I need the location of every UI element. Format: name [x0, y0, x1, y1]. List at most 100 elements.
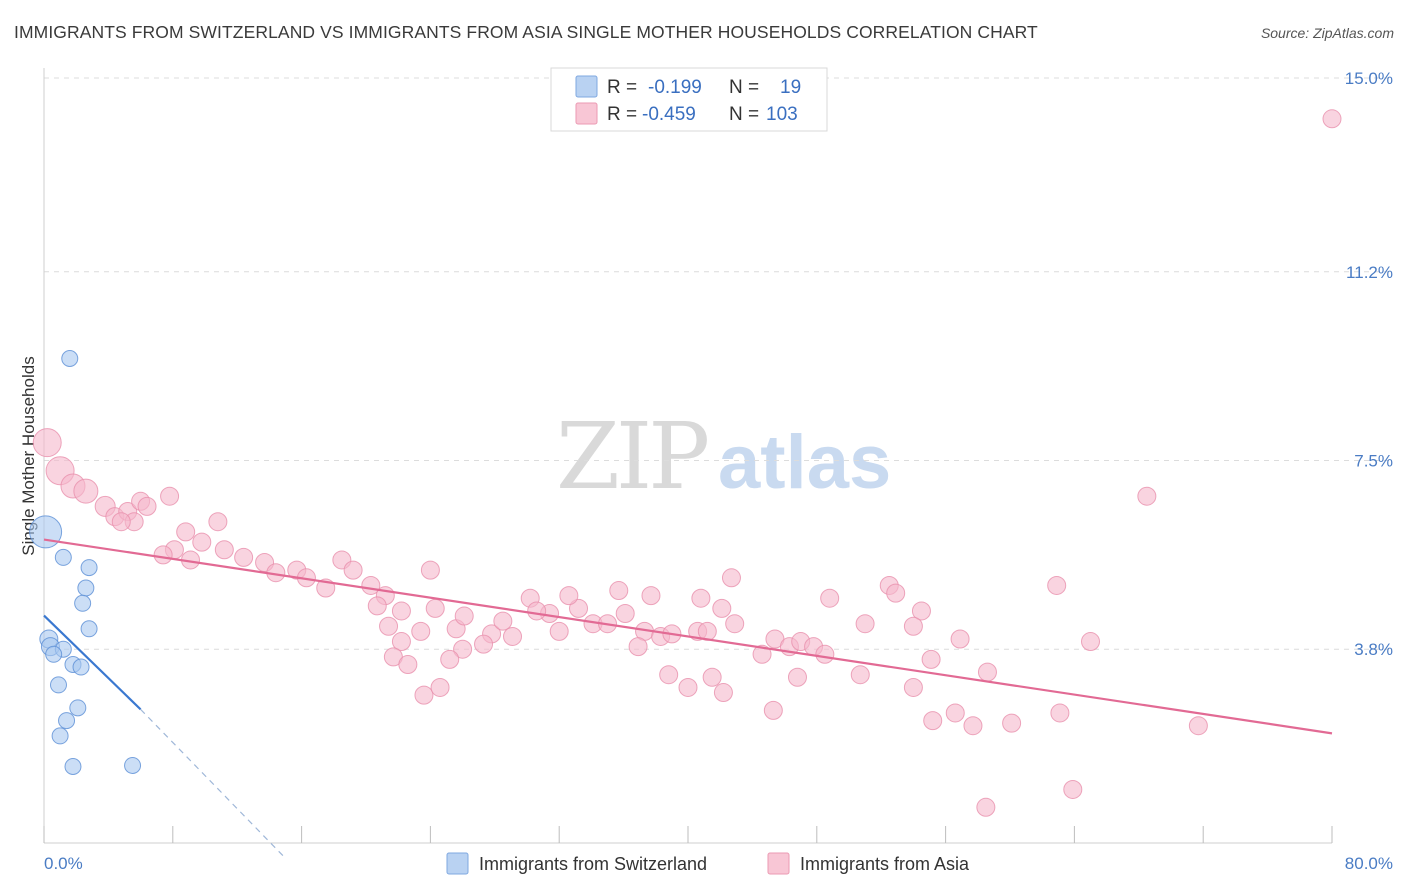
point-asia: [886, 583, 906, 603]
point-asia: [73, 478, 99, 504]
point-asia: [414, 685, 434, 705]
point-switzerland: [45, 645, 63, 663]
point-switzerland: [124, 756, 142, 774]
y-axis-label: Single Mother Households: [19, 356, 38, 555]
point-asia: [343, 560, 363, 580]
point-asia: [702, 667, 722, 687]
x-axis-ticks: [43, 826, 1333, 843]
point-asia: [160, 486, 180, 506]
legend-r-label-1: R =: [607, 77, 637, 98]
point-asia: [855, 614, 875, 634]
point-asia: [153, 545, 173, 565]
watermark-atlas: atlas: [718, 420, 891, 505]
point-asia: [137, 496, 157, 516]
y-tick-label: 15.0%: [1345, 69, 1393, 88]
point-asia: [549, 621, 569, 641]
legend-swatch-asia: [575, 102, 598, 125]
point-switzerland: [74, 594, 92, 612]
chart-title: IMMIGRANTS FROM SWITZERLAND VS IMMIGRANT…: [14, 22, 1038, 42]
y-axis-ticks: 3.8% 7.5% 11.2% 15.0%: [1345, 69, 1393, 659]
bottom-legend-label-asia: Immigrants from Asia: [800, 854, 970, 874]
point-asia: [527, 601, 547, 621]
stats-legend: R = -0.199 N = 19 R = -0.459 N = 103: [550, 67, 828, 132]
point-asia: [1002, 713, 1022, 733]
point-asia: [945, 703, 965, 723]
point-asia: [911, 601, 931, 621]
legend-r-value-1: -0.199: [648, 77, 702, 98]
y-tick-label: 3.8%: [1354, 640, 1393, 659]
legend-r-label-2: R =: [607, 104, 637, 125]
point-asia: [192, 532, 212, 552]
legend-swatch-switzerland: [575, 75, 598, 98]
point-asia: [111, 512, 131, 532]
point-asia: [628, 637, 648, 657]
point-asia: [391, 632, 411, 652]
point-asia: [493, 611, 513, 631]
point-switzerland: [80, 559, 98, 577]
point-asia: [503, 626, 523, 646]
point-asia: [787, 667, 807, 687]
point-asia: [725, 614, 745, 634]
point-switzerland: [29, 515, 63, 549]
point-asia: [850, 665, 870, 685]
legend-n-label-1: N =: [729, 77, 759, 98]
point-switzerland: [64, 758, 82, 775]
point-asia: [923, 711, 943, 731]
watermark-zip: ZIP: [556, 403, 707, 510]
x-tick-label-max: 80.0%: [1345, 854, 1393, 873]
point-asia: [32, 428, 62, 458]
point-asia: [474, 634, 494, 654]
point-asia: [398, 655, 418, 674]
point-switzerland: [77, 579, 95, 597]
point-asia: [820, 588, 840, 608]
point-asia: [903, 616, 923, 636]
point-asia: [609, 581, 629, 601]
point-asia: [1137, 486, 1157, 506]
point-asia: [453, 639, 473, 659]
point-asia: [615, 604, 635, 623]
point-asia: [208, 512, 228, 532]
point-asia: [367, 596, 387, 616]
point-asia: [176, 522, 196, 542]
point-switzerland: [54, 548, 72, 566]
point-asia: [950, 629, 970, 649]
point-asia: [976, 797, 996, 817]
point-asia: [1063, 779, 1083, 799]
point-asia: [903, 677, 923, 697]
point-asia: [430, 677, 450, 697]
point-asia: [440, 649, 460, 669]
point-asia: [641, 586, 661, 606]
point-switzerland: [49, 676, 67, 694]
point-asia: [234, 547, 254, 567]
point-asia: [659, 665, 679, 685]
point-asia: [713, 683, 733, 703]
grid-lines: [44, 77, 1392, 650]
trend-lines: [43, 538, 1333, 859]
point-asia: [420, 560, 440, 580]
point-asia: [214, 540, 234, 560]
point-switzerland: [51, 727, 69, 745]
point-switzerland: [61, 350, 79, 367]
legend-n-value-2: 103: [766, 104, 798, 125]
trend-line-asia: [43, 538, 1333, 735]
point-switzerland: [72, 658, 90, 676]
point-switzerland: [58, 712, 76, 730]
point-asia: [1081, 632, 1100, 652]
point-asia: [721, 568, 741, 588]
y-tick-label: 11.2%: [1346, 263, 1393, 282]
trend-line-switzerland: [43, 614, 142, 711]
point-asia: [1322, 109, 1342, 129]
bottom-legend-swatch-asia: [767, 852, 790, 875]
point-asia: [763, 700, 783, 720]
point-asia: [963, 716, 983, 736]
bottom-legend-label-switzerland: Immigrants from Switzerland: [479, 854, 707, 874]
legend-r-value-2: -0.459: [642, 104, 696, 125]
point-asia: [454, 606, 474, 626]
point-asia: [425, 598, 445, 618]
point-asia: [411, 621, 431, 641]
trend-line-switzerland-extension: [140, 708, 286, 859]
point-asia: [977, 662, 997, 682]
point-asia: [1188, 716, 1208, 736]
legend-n-label-2: N =: [729, 104, 759, 125]
